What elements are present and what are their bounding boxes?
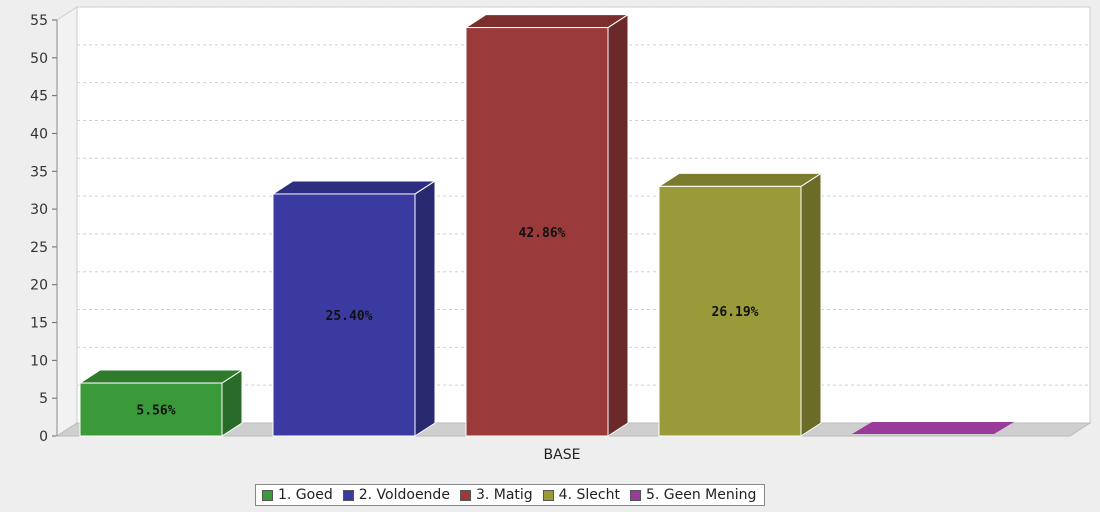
y-tick-label: 55 [30, 13, 48, 29]
bar-2: 25.40% [271, 180, 437, 437]
y-tick-label: 5 [39, 391, 48, 407]
data-label: 5.56% [136, 404, 175, 419]
legend-label: 2. Voldoende [358, 487, 450, 503]
bar-side [800, 172, 822, 437]
data-label: 25.40% [326, 309, 373, 324]
legend-swatch [262, 489, 273, 501]
legend-swatch [629, 489, 641, 501]
bar-front [272, 193, 416, 437]
y-tick-label: 35 [30, 164, 48, 180]
y-tick-label: 20 [30, 278, 48, 294]
bar-3: 42.86% [464, 13, 630, 437]
legend-item: 1. Goed [262, 487, 333, 503]
bar-front [465, 27, 609, 437]
bar-top [464, 14, 630, 29]
legend-item: 2. Voldoende [342, 487, 450, 503]
data-label: 26.19% [712, 305, 759, 320]
bar-4: 26.19% [657, 172, 823, 437]
legend-label: 3. Matig [475, 487, 533, 503]
legend-swatch [459, 489, 471, 501]
y-tick-label: 15 [30, 316, 48, 332]
bar-top [78, 369, 244, 384]
legend: 1. Goed 2. Voldoende 3. Matig 4. Slecht 5. G… [255, 484, 766, 506]
bar-side [607, 13, 629, 437]
legend-swatch [342, 489, 354, 501]
bar-front [658, 185, 802, 437]
legend-swatch [542, 489, 554, 501]
y-tick-label: 30 [30, 202, 48, 218]
bar-front [79, 382, 223, 437]
y-tick-label: 0 [39, 429, 48, 445]
data-label: 42.86% [519, 226, 566, 241]
y-tick-label: 45 [30, 89, 48, 105]
legend-label: 1. Goed [278, 487, 333, 503]
legend-item: 5. Geen Mening [629, 487, 757, 503]
y-tick-label: 50 [30, 51, 48, 67]
y-tick-label: 25 [30, 240, 48, 256]
bar-5 [852, 422, 1014, 434]
bar-top [271, 180, 437, 195]
bar-flat [852, 422, 1014, 434]
side-wall [56, 6, 78, 437]
legend-item: 4. Slecht [542, 487, 620, 503]
legend-item: 3. Matig [459, 487, 533, 503]
legend-label: 5. Geen Mening [645, 487, 757, 503]
legend-label: 4. Slecht [558, 487, 620, 503]
bar-1: 5.56% [78, 369, 244, 437]
y-tick-label: 10 [30, 353, 48, 369]
y-tick-label: 40 [30, 126, 48, 142]
bar-side [414, 180, 436, 437]
bar-top [657, 172, 823, 187]
x-category-label: BASE [544, 447, 581, 463]
